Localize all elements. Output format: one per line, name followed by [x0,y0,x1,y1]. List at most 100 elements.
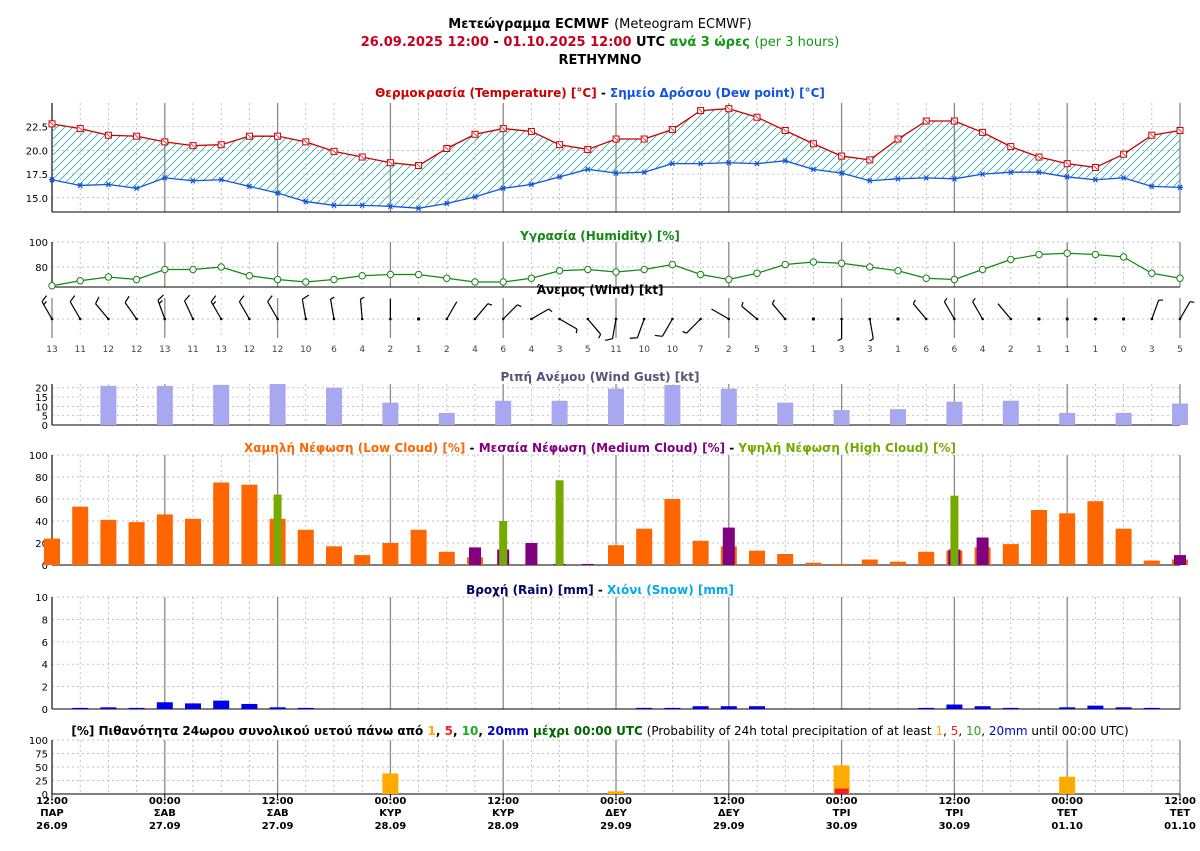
barb-staff [446,301,458,320]
y-tick-label: 80 [35,473,48,484]
y-tick-label: 60 [35,495,48,506]
wind-speed-label: 13 [159,345,170,355]
x-date-label: 28.09 [375,821,407,832]
wind-barb [1037,317,1041,321]
humidity-point [584,265,592,274]
y-tick-label: 100 [29,238,48,249]
star-stroke [839,170,845,177]
temperature-point-mark [895,136,901,142]
title-part: - [725,441,738,455]
humidity-point [555,267,564,275]
title-part: Θερμοκρασία (Temperature) [°C] [375,86,597,100]
dew-point-point [1092,176,1099,183]
wind-barb [473,303,493,321]
x-date-label: 27.09 [149,821,181,832]
low-cloud-bar [72,506,89,565]
low-cloud-bar [833,563,850,565]
temperature-point-mark [670,127,675,132]
wind-gust-bar [1172,403,1188,425]
barb-staff [184,300,194,320]
star-stroke [895,175,901,182]
wind-speed-label: 5 [585,345,591,355]
title-part: Σημείο Δρόσου (Dew point) [°C] [610,86,825,100]
barb-full [124,295,130,303]
temperature-point-mark [106,132,111,138]
temperature-point-mark [698,108,703,113]
temperature-point-mark [275,133,280,139]
x-day-label: ΤΡΙ [945,808,963,819]
barb-half [943,297,948,303]
title-part: , [478,724,487,738]
wind-barb [604,317,618,342]
wind-barb [95,296,110,321]
low-cloud-bar [44,538,60,565]
wind-gust-bar [438,412,455,425]
dew-point-point [472,193,478,200]
title-part: Βροχή (Rain) [mm] [466,583,594,597]
barb-staff [1151,300,1160,320]
star-stroke [359,202,365,209]
wind-speed-label: 2 [444,345,450,355]
medium-cloud-bar [525,543,538,565]
dew-point-point [1007,169,1014,176]
wind-calm-dot [1122,317,1126,321]
wind-gust-bar [1059,412,1076,425]
barb-origin [332,317,336,321]
wind-barb [1150,299,1163,321]
humidity-point [866,263,874,271]
low-cloud-bar [636,528,653,565]
humidity-point [189,265,197,274]
wind-barb [912,299,928,321]
star-stroke [951,175,957,182]
barb-full [184,294,191,302]
temperature-point-mark [444,146,450,151]
wind-gust-bar [213,384,230,425]
barb-staff [869,318,874,339]
temperature-point-mark [247,133,252,139]
title-part: Υγρασία (Humidity) [%] [519,229,680,243]
star-stroke [49,176,55,183]
humidity-point [499,278,507,286]
date-range-line: 26.09.2025 12:00 - 01.10.2025 12:00 UTC … [0,35,1200,50]
humidity-point [104,273,113,281]
low-cloud-bar [608,545,624,565]
barb-staff [661,318,673,337]
title-part: [%] Πιθανότητα 24ωρου συνολικού υετού πά… [71,724,427,738]
x-time-label: 00:00 [826,796,858,807]
x-day-label: ΚΥΡ [379,808,401,819]
humidity-point [302,278,310,286]
y-tick-label: 80 [35,263,48,274]
wind-speed-label: 6 [500,345,506,355]
wind-speed-label: 12 [103,345,114,355]
wind-calm-dot [1037,317,1041,321]
barb-half [1189,301,1195,303]
temperature-point-mark [726,106,732,111]
temperature-point-mark [134,133,139,139]
temperature-point-mark [1008,144,1014,149]
barb-half [837,338,842,342]
star-stroke [105,181,111,188]
humidity-point [1063,249,1071,257]
high-cloud-bar [950,495,959,565]
dew-point-point [838,170,845,177]
dew-point-point [105,181,112,188]
title-part: Υψηλή Νέφωση (High Cloud) [%] [737,441,956,455]
y-tick-label: 6 [42,638,48,649]
star-stroke [162,175,168,181]
barb-origin [586,317,590,321]
star-stroke [472,193,478,200]
wind-speed-label: 5 [754,345,760,355]
barb-staff [587,318,602,335]
wind-barb [210,295,223,321]
barb-staff [359,299,363,320]
y-tick-label: 100 [29,736,48,747]
low-cloud-bar [354,555,371,565]
barb-half [330,296,335,300]
humidity-point [358,272,366,280]
x-time-label: 12:00 [938,796,970,807]
wind-speed-label: 11 [610,345,621,355]
rain-bar [213,700,230,709]
probability-bar-1 [833,765,850,794]
wind-speed-label: 10 [300,345,312,355]
